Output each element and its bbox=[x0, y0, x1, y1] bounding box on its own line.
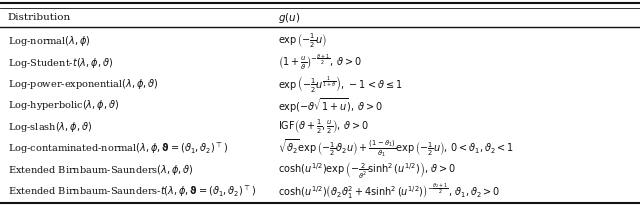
Text: $\cosh(u^{1/2})\left(\vartheta_2\vartheta_1^2 + 4\sinh^2(u^{1/2})\right)^{-\frac: $\cosh(u^{1/2})\left(\vartheta_2\varthet… bbox=[278, 181, 501, 201]
Text: $\left(1+\frac{u}{\vartheta}\right)^{-\frac{\vartheta+1}{2}},\, \vartheta > 0$: $\left(1+\frac{u}{\vartheta}\right)^{-\f… bbox=[278, 53, 362, 72]
Text: Log-Student-$t(\lambda, \phi, \vartheta)$: Log-Student-$t(\lambda, \phi, \vartheta)… bbox=[8, 56, 113, 70]
Text: Log-power-exponential$(\lambda, \phi, \vartheta)$: Log-power-exponential$(\lambda, \phi, \v… bbox=[8, 77, 158, 91]
Text: $\exp(-\vartheta\sqrt{1+u}),\, \vartheta > 0$: $\exp(-\vartheta\sqrt{1+u}),\, \vartheta… bbox=[278, 96, 383, 115]
Text: Log-slash$(\lambda, \phi, \vartheta)$: Log-slash$(\lambda, \phi, \vartheta)$ bbox=[8, 120, 92, 134]
Text: $\exp\left(-\frac{1}{2}u^{\frac{1}{1+\vartheta}}\right),\,-1 < \vartheta \leq 1$: $\exp\left(-\frac{1}{2}u^{\frac{1}{1+\va… bbox=[278, 74, 403, 94]
Text: Extended Birnbaum-Saunders$(\lambda, \phi, \vartheta)$: Extended Birnbaum-Saunders$(\lambda, \ph… bbox=[8, 163, 193, 177]
Text: Log-normal$(\lambda, \phi)$: Log-normal$(\lambda, \phi)$ bbox=[8, 34, 90, 48]
Text: Extended Birnbaum-Saunders-$t(\lambda, \phi, \boldsymbol{\vartheta} = (\vartheta: Extended Birnbaum-Saunders-$t(\lambda, \… bbox=[8, 184, 256, 199]
Text: Log-hyperbolic$(\lambda, \phi, \vartheta)$: Log-hyperbolic$(\lambda, \phi, \vartheta… bbox=[8, 98, 119, 112]
Text: Log-contaminated-normal$(\lambda, \phi, \boldsymbol{\vartheta} = (\vartheta_1, \: Log-contaminated-normal$(\lambda, \phi, … bbox=[8, 141, 228, 156]
Text: $\exp\left(-\frac{1}{2}u\right)$: $\exp\left(-\frac{1}{2}u\right)$ bbox=[278, 32, 328, 50]
Text: $\cosh(u^{1/2})\exp\left(-\frac{2}{\vartheta^2}\sinh^2(u^{1/2})\right),\, \varth: $\cosh(u^{1/2})\exp\left(-\frac{2}{\vart… bbox=[278, 160, 456, 180]
Text: $g(u)$: $g(u)$ bbox=[278, 11, 301, 25]
Text: Distribution: Distribution bbox=[8, 13, 71, 22]
Text: $\mathrm{IGF}\left(\vartheta+\frac{1}{2}, \frac{u}{2}\right),\, \vartheta > 0$: $\mathrm{IGF}\left(\vartheta+\frac{1}{2}… bbox=[278, 118, 369, 136]
Text: $\sqrt{\vartheta_2}\exp\left(-\frac{1}{2}\vartheta_2 u\right) + \frac{(1-\varthe: $\sqrt{\vartheta_2}\exp\left(-\frac{1}{2… bbox=[278, 137, 515, 159]
